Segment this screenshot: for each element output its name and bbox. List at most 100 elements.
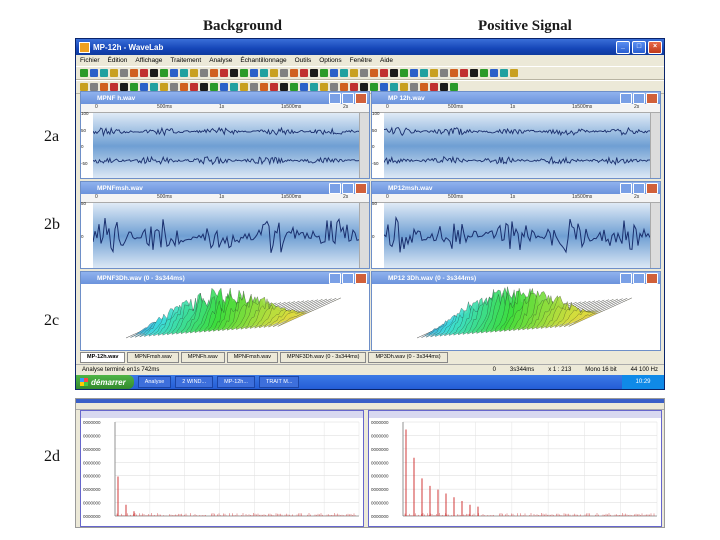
toolbar-tool-icon[interactable]: [390, 83, 398, 91]
document-tab[interactable]: MPNF3Dh.wav (0 - 3s344ms): [280, 352, 367, 363]
toolbar-tool-icon[interactable]: [330, 83, 338, 91]
menu-item-1[interactable]: Édition: [107, 57, 128, 64]
toolbar-tool-icon[interactable]: [450, 69, 458, 77]
document-close-button[interactable]: [355, 183, 367, 194]
toolbar-tool-icon[interactable]: [280, 69, 288, 77]
close-button[interactable]: ×: [648, 41, 662, 54]
document-maximize-button[interactable]: [633, 273, 645, 284]
document-minimize-button[interactable]: [620, 273, 632, 284]
toolbar-tool-icon[interactable]: [160, 69, 168, 77]
document-tab[interactable]: MPNFh.wav: [180, 352, 225, 363]
toolbar-tool-icon[interactable]: [130, 83, 138, 91]
taskbar-item[interactable]: Analyse: [137, 376, 172, 388]
spectrogram-3d-plot[interactable]: [82, 285, 370, 351]
toolbar-tool-icon[interactable]: [350, 83, 358, 91]
toolbar-tool-icon[interactable]: [430, 83, 438, 91]
toolbar-tool-icon[interactable]: [260, 83, 268, 91]
spectrum-title-bar[interactable]: [76, 399, 664, 403]
document-title-bar[interactable]: MPNF3Dh.wav (0 - 3s344ms): [81, 272, 369, 284]
vertical-zoom-scrollbar[interactable]: [650, 113, 660, 178]
toolbar-tool-icon[interactable]: [100, 83, 108, 91]
toolbar-tool-icon[interactable]: [220, 83, 228, 91]
menu-item-4[interactable]: Analyse: [209, 57, 233, 64]
toolbar-tool-icon[interactable]: [400, 83, 408, 91]
spectrogram-3d-window[interactable]: MP12 3Dh.wav (0 - 3s344ms): [371, 271, 661, 351]
toolbar-tool-icon[interactable]: [400, 69, 408, 77]
toolbar-tool-icon[interactable]: [170, 83, 178, 91]
waveform-window[interactable]: MPNFmsh.wav 0 500ms 1s 1s500ms 2s 50 0 -50: [80, 181, 370, 269]
vertical-zoom-scrollbar[interactable]: [650, 203, 660, 268]
document-minimize-button[interactable]: [329, 93, 341, 104]
toolbar-tool-icon[interactable]: [320, 69, 328, 77]
toolbar-tool-icon[interactable]: [120, 83, 128, 91]
toolbar-tool-icon[interactable]: [190, 69, 198, 77]
toolbar-tool-icon[interactable]: [110, 69, 118, 77]
maximize-button[interactable]: □: [632, 41, 646, 54]
menu-item-5[interactable]: Échantillonnage: [240, 57, 287, 64]
toolbar-tool-icon[interactable]: [150, 83, 158, 91]
toolbar-tool-icon[interactable]: [270, 69, 278, 77]
toolbar-tool-icon[interactable]: [420, 83, 428, 91]
toolbar-tool-icon[interactable]: [420, 69, 428, 77]
toolbar-tool-icon[interactable]: [180, 69, 188, 77]
toolbar-tool-icon[interactable]: [360, 83, 368, 91]
taskbar-item[interactable]: MP-12h...: [217, 376, 255, 388]
document-close-button[interactable]: [355, 273, 367, 284]
toolbar-tool-icon[interactable]: [150, 69, 158, 77]
toolbar-tool-icon[interactable]: [170, 69, 178, 77]
start-button[interactable]: démarrer: [76, 375, 134, 389]
spectrogram-3d-window[interactable]: MPNF3Dh.wav (0 - 3s344ms): [80, 271, 370, 351]
document-maximize-button[interactable]: [342, 183, 354, 194]
waveform-plot[interactable]: [93, 203, 362, 269]
toolbar-tool-icon[interactable]: [140, 83, 148, 91]
toolbar-tool-icon[interactable]: [250, 69, 258, 77]
document-title-bar[interactable]: MPNFmsh.wav: [81, 182, 369, 194]
menu-item-8[interactable]: Fenêtre: [349, 57, 373, 64]
spectrogram-3d-plot[interactable]: [373, 285, 661, 351]
toolbar-tool-icon[interactable]: [500, 69, 508, 77]
toolbar-tool-icon[interactable]: [200, 69, 208, 77]
waveform-plot[interactable]: [93, 113, 362, 179]
waveform-window[interactable]: MP12msh.wav 0 500ms 1s 1s500ms 2s 50 0 -50: [371, 181, 661, 269]
menu-item-3[interactable]: Traitement: [170, 57, 202, 64]
toolbar-tool-icon[interactable]: [140, 69, 148, 77]
toolbar-tool-icon[interactable]: [430, 69, 438, 77]
toolbar-tool-icon[interactable]: [440, 83, 448, 91]
toolbar-tool-icon[interactable]: [490, 69, 498, 77]
document-maximize-button[interactable]: [633, 93, 645, 104]
document-tab[interactable]: MPNFmsh.wav: [226, 352, 278, 363]
document-title-bar[interactable]: MP12 3Dh.wav (0 - 3s344ms): [372, 272, 660, 284]
toolbar-tool-icon[interactable]: [160, 83, 168, 91]
toolbar-tool-icon[interactable]: [390, 69, 398, 77]
toolbar-tool-icon[interactable]: [120, 69, 128, 77]
toolbar-tool-icon[interactable]: [190, 83, 198, 91]
toolbar-tool-icon[interactable]: [410, 69, 418, 77]
waveform-plot[interactable]: [384, 203, 653, 269]
toolbar-tool-icon[interactable]: [280, 83, 288, 91]
taskbar-item[interactable]: 2 WIND...: [175, 376, 214, 388]
toolbar-tool-icon[interactable]: [90, 69, 98, 77]
document-minimize-button[interactable]: [620, 183, 632, 194]
toolbar-tool-icon[interactable]: [210, 83, 218, 91]
toolbar-tool-icon[interactable]: [410, 83, 418, 91]
toolbar-tool-icon[interactable]: [230, 83, 238, 91]
time-ruler[interactable]: 0 500ms 1s 1s500ms 2s: [81, 104, 369, 113]
document-close-button[interactable]: [646, 183, 658, 194]
taskbar-item[interactable]: TRAIT M...: [258, 376, 300, 388]
toolbar-tool-icon[interactable]: [310, 83, 318, 91]
toolbar-tool-icon[interactable]: [320, 83, 328, 91]
time-ruler[interactable]: 0 500ms 1s 1s500ms 2s: [81, 194, 369, 203]
toolbar-tool-icon[interactable]: [300, 69, 308, 77]
document-title-bar[interactable]: MP 12h.wav: [372, 92, 660, 104]
time-ruler[interactable]: 0 500ms 1s 1s500ms 2s: [372, 104, 660, 113]
toolbar-tool-icon[interactable]: [210, 69, 218, 77]
toolbar-tool-icon[interactable]: [370, 69, 378, 77]
menu-item-6[interactable]: Outils: [294, 57, 312, 64]
toolbar-tool-icon[interactable]: [340, 83, 348, 91]
toolbar-tool-icon[interactable]: [340, 69, 348, 77]
toolbar-tool-icon[interactable]: [240, 83, 248, 91]
waveform-window[interactable]: MP 12h.wav 0 500ms 1s 1s500ms 2s 100 50 0 -50 -100: [371, 91, 661, 179]
document-minimize-button[interactable]: [329, 183, 341, 194]
toolbar-tool-icon[interactable]: [300, 83, 308, 91]
document-tab[interactable]: MP3Dh.wav (0 - 3s344ms): [368, 352, 448, 363]
